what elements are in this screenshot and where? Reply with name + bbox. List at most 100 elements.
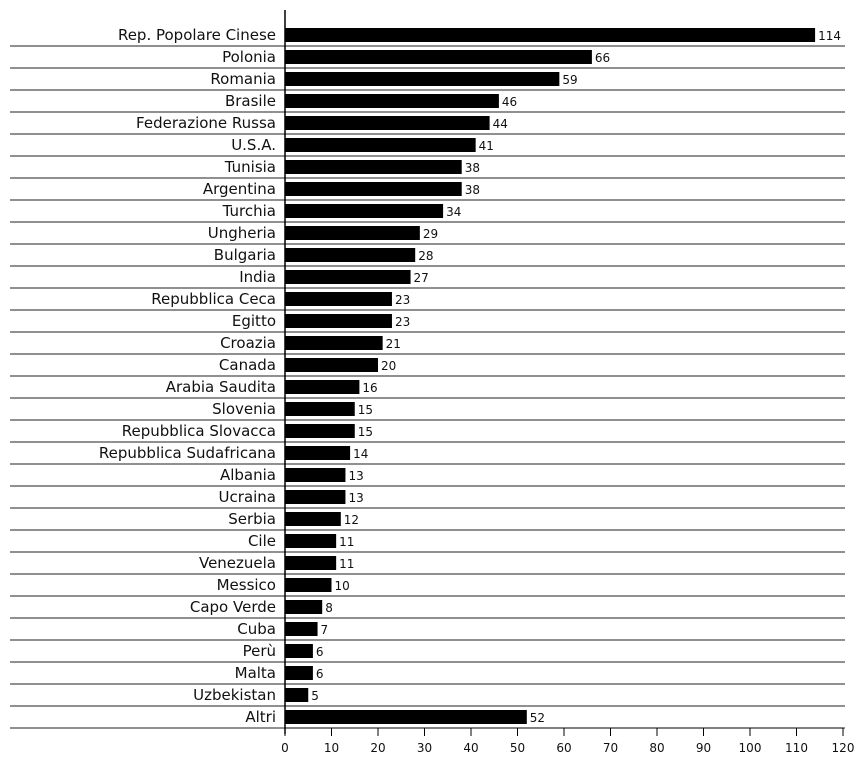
category-label: Repubblica Ceca bbox=[151, 290, 276, 308]
bar bbox=[285, 424, 355, 438]
category-label: Altri bbox=[245, 708, 276, 726]
value-label: 52 bbox=[530, 711, 545, 725]
value-label: 20 bbox=[381, 359, 396, 373]
x-tick-label: 40 bbox=[463, 741, 478, 755]
value-label: 38 bbox=[465, 183, 480, 197]
bar bbox=[285, 688, 309, 702]
bar bbox=[285, 94, 499, 108]
value-label: 66 bbox=[595, 51, 610, 65]
value-label: 13 bbox=[348, 491, 363, 505]
x-tick-label: 50 bbox=[510, 741, 525, 755]
value-label: 8 bbox=[325, 601, 333, 615]
category-label: Ucraina bbox=[219, 488, 276, 506]
bar bbox=[285, 446, 351, 460]
category-label: Canada bbox=[219, 356, 276, 374]
value-label: 34 bbox=[446, 205, 461, 219]
category-label: Slovenia bbox=[212, 400, 276, 418]
category-label: Egitto bbox=[232, 312, 276, 330]
value-label: 21 bbox=[386, 337, 401, 351]
category-label: Polonia bbox=[222, 48, 276, 66]
value-label: 46 bbox=[502, 95, 517, 109]
bar bbox=[285, 666, 313, 680]
bar bbox=[285, 270, 411, 284]
category-label: Tunisia bbox=[224, 158, 276, 176]
bar bbox=[285, 358, 378, 372]
bar bbox=[285, 644, 313, 658]
bar bbox=[285, 556, 337, 570]
value-label: 41 bbox=[479, 139, 494, 153]
bar bbox=[285, 138, 476, 152]
category-label: Messico bbox=[217, 576, 276, 594]
value-label: 23 bbox=[395, 315, 410, 329]
category-label: Argentina bbox=[203, 180, 276, 198]
category-label: Capo Verde bbox=[190, 598, 276, 616]
value-label: 23 bbox=[395, 293, 410, 307]
value-label: 11 bbox=[339, 557, 354, 571]
category-label: Cile bbox=[248, 532, 276, 550]
value-label: 16 bbox=[362, 381, 377, 395]
value-label: 10 bbox=[335, 579, 350, 593]
bars bbox=[285, 28, 816, 724]
bar bbox=[285, 204, 444, 218]
x-tick-label: 80 bbox=[649, 741, 664, 755]
x-tick-label: 0 bbox=[281, 741, 289, 755]
bar bbox=[285, 292, 392, 306]
category-label: Repubblica Sudafricana bbox=[99, 444, 276, 462]
bar bbox=[285, 512, 341, 526]
value-label: 14 bbox=[353, 447, 368, 461]
bar bbox=[285, 182, 462, 196]
value-label: 13 bbox=[348, 469, 363, 483]
category-label: Romania bbox=[210, 70, 276, 88]
value-label: 59 bbox=[562, 73, 577, 87]
value-label: 28 bbox=[418, 249, 433, 263]
category-label: India bbox=[239, 268, 276, 286]
bar bbox=[285, 314, 392, 328]
value-label: 6 bbox=[316, 645, 324, 659]
bar bbox=[285, 226, 420, 240]
bar bbox=[285, 72, 560, 86]
category-label: Bulgaria bbox=[214, 246, 276, 264]
x-tick-label: 110 bbox=[785, 741, 808, 755]
category-label: Cuba bbox=[237, 620, 276, 638]
value-label: 15 bbox=[358, 403, 373, 417]
x-tick-label: 10 bbox=[324, 741, 339, 755]
value-label: 6 bbox=[316, 667, 324, 681]
bar bbox=[285, 160, 462, 174]
value-label: 12 bbox=[344, 513, 359, 527]
bar bbox=[285, 468, 346, 482]
bar bbox=[285, 28, 816, 42]
x-tick-label: 60 bbox=[556, 741, 571, 755]
bar bbox=[285, 380, 360, 394]
category-label: Federazione Russa bbox=[136, 114, 276, 132]
value-label: 15 bbox=[358, 425, 373, 439]
x-tick-label: 120 bbox=[832, 741, 855, 755]
row-separators bbox=[10, 45, 845, 729]
category-label: Arabia Saudita bbox=[166, 378, 276, 396]
category-label: Repubblica Slovacca bbox=[122, 422, 276, 440]
category-label: Rep. Popolare Cinese bbox=[118, 26, 276, 44]
category-label: Serbia bbox=[228, 510, 276, 528]
value-label: 38 bbox=[465, 161, 480, 175]
value-labels: 1146659464441383834292827232321201615151… bbox=[311, 29, 841, 725]
x-tick-label: 100 bbox=[739, 741, 762, 755]
category-label: Ungheria bbox=[208, 224, 276, 242]
value-label: 11 bbox=[339, 535, 354, 549]
x-tick-label: 30 bbox=[417, 741, 432, 755]
bar bbox=[285, 490, 346, 504]
category-labels: Rep. Popolare Cinese Polonia Romania Brasil… bbox=[99, 26, 276, 726]
category-label: Perù bbox=[243, 642, 276, 660]
value-label: 29 bbox=[423, 227, 438, 241]
bar bbox=[285, 116, 490, 130]
category-label: Venezuela bbox=[199, 554, 276, 572]
value-label: 27 bbox=[414, 271, 429, 285]
value-label: 5 bbox=[311, 689, 319, 703]
category-label: Albania bbox=[220, 466, 276, 484]
bar bbox=[285, 50, 592, 64]
bar bbox=[285, 248, 416, 262]
value-label: 114 bbox=[818, 29, 841, 43]
bar bbox=[285, 578, 332, 592]
category-label: Brasile bbox=[225, 92, 276, 110]
bar bbox=[285, 336, 383, 350]
category-label: Uzbekistan bbox=[193, 686, 276, 704]
